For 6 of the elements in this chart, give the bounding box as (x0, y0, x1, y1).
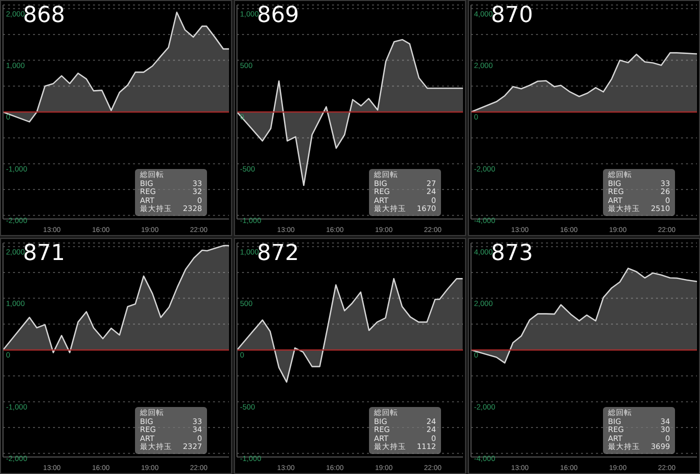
chart-title: 871 (23, 241, 65, 266)
chart-title: 872 (257, 241, 299, 266)
chart-title: 868 (23, 3, 65, 28)
chart-title: 869 (257, 3, 299, 28)
chart-title: 873 (491, 241, 533, 266)
chart-title: 870 (491, 3, 533, 28)
